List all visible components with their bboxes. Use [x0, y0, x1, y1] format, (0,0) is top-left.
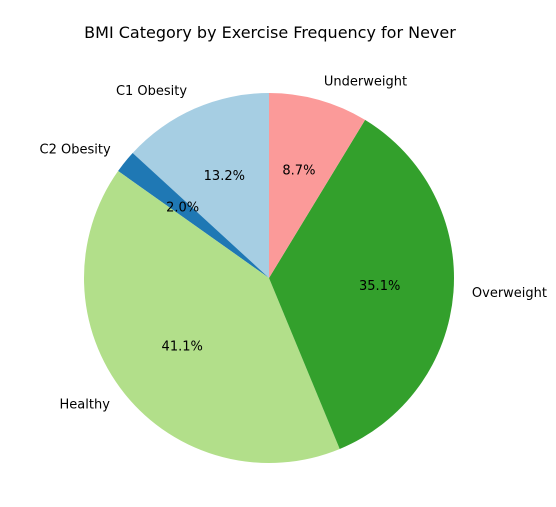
slice-label-c1-obesity: C1 Obesity	[116, 84, 187, 99]
slice-percent-underweight: 8.7%	[282, 164, 315, 179]
slice-percent-c1-obesity: 13.2%	[204, 169, 245, 184]
slice-label-underweight: Underweight	[324, 75, 407, 90]
chart-title: BMI Category by Exercise Frequency for N…	[84, 23, 456, 42]
pie-slice-overweight	[269, 119, 454, 449]
pie-slices	[84, 93, 454, 463]
pie-slice-healthy	[84, 171, 340, 463]
slice-percent-c2-obesity: 2.0%	[166, 201, 199, 216]
slice-percent-overweight: 35.1%	[359, 279, 400, 294]
pie-slice-c1-obesity	[132, 93, 269, 278]
pie-slice-underweight	[269, 93, 366, 278]
slice-label-c2-obesity: C2 Obesity	[40, 143, 111, 158]
slice-label-healthy: Healthy	[60, 397, 111, 412]
pie-labels: C1 Obesity 13.2% C2 Obesity 2.0% Healthy 41.1…	[40, 75, 547, 413]
slice-label-overweight: Overweight	[472, 286, 547, 301]
pie-slice-c2-obesity	[118, 152, 269, 278]
slice-percent-healthy: 41.1%	[162, 340, 203, 355]
